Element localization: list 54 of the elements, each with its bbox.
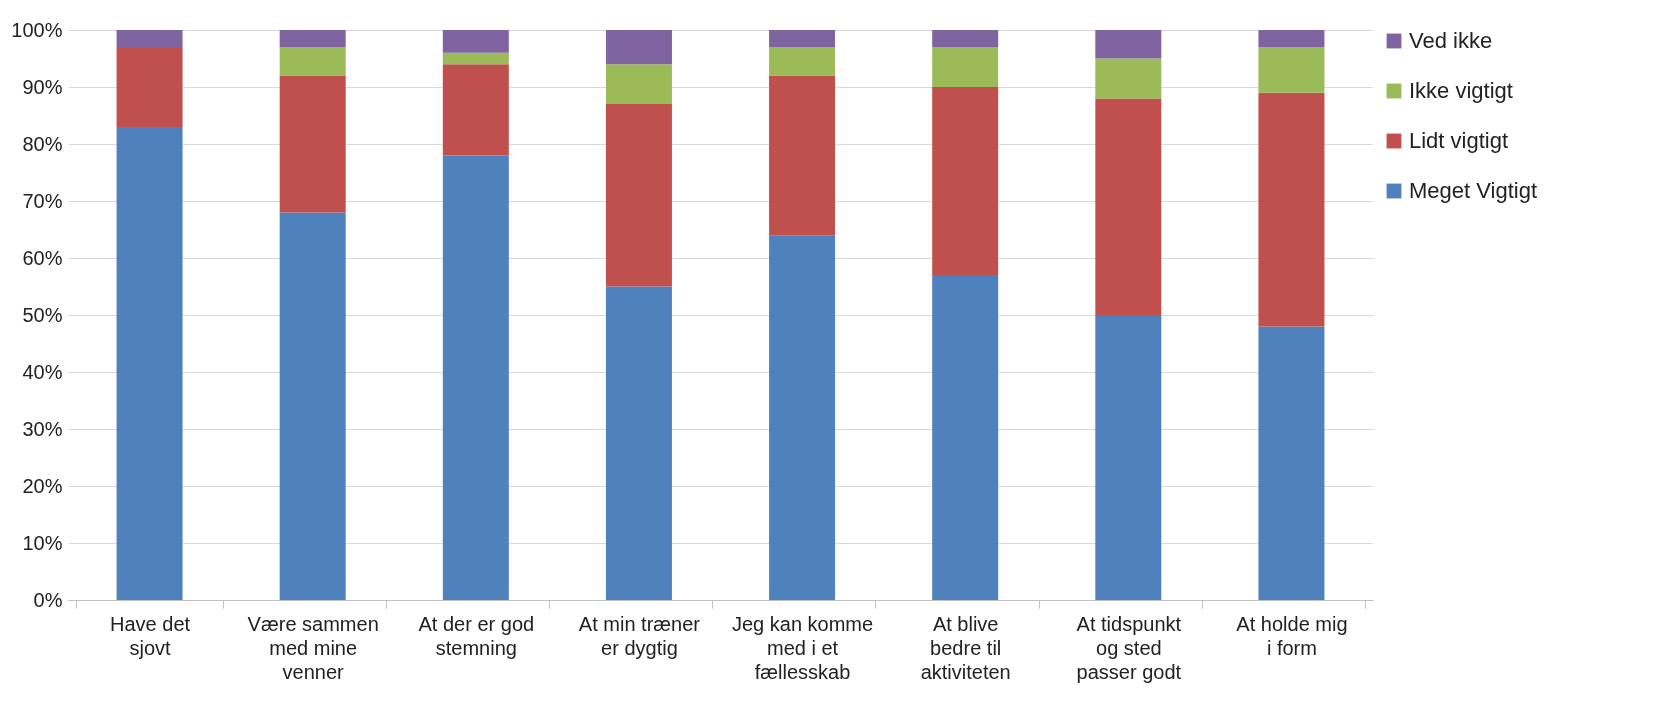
bar bbox=[279, 75, 346, 213]
legend-label: Lidt vigtigt bbox=[1409, 128, 1509, 153]
bar bbox=[605, 104, 672, 287]
bar bbox=[279, 47, 346, 76]
bar bbox=[605, 64, 672, 105]
bar bbox=[1258, 92, 1325, 327]
y-tick-label: 80% bbox=[22, 132, 63, 155]
bar bbox=[116, 30, 183, 48]
bar bbox=[769, 75, 836, 236]
bar bbox=[442, 155, 509, 600]
bar bbox=[932, 87, 999, 276]
bar bbox=[442, 52, 509, 65]
y-tick-label: 40% bbox=[22, 360, 63, 383]
y-tick-label: 20% bbox=[22, 474, 63, 497]
x-tick-label: At blive bedre til aktiviteten bbox=[920, 612, 1011, 683]
bar bbox=[769, 30, 836, 48]
bar bbox=[932, 30, 999, 48]
bar bbox=[932, 47, 999, 87]
bar bbox=[1258, 47, 1325, 93]
y-tick-label: 50% bbox=[22, 303, 63, 326]
y-tick-label: 90% bbox=[22, 75, 63, 98]
legend-label: Ikke vigtigt bbox=[1409, 78, 1513, 103]
y-tick-label: 70% bbox=[22, 189, 63, 212]
bar bbox=[1095, 58, 1162, 99]
x-tick-label: Jeg kan komme med i et fællesskab bbox=[731, 612, 874, 683]
x-tick-label: At der er god stemning bbox=[418, 612, 535, 659]
bar bbox=[116, 126, 183, 600]
bar bbox=[279, 30, 346, 48]
bar bbox=[1258, 30, 1325, 48]
bar bbox=[769, 235, 836, 600]
bar bbox=[442, 30, 509, 53]
x-tick-label: At holde mig i form bbox=[1236, 612, 1348, 659]
bar bbox=[1258, 326, 1325, 600]
y-tick-label: 10% bbox=[22, 531, 63, 554]
x-tick-label: Have det sjovt bbox=[110, 612, 191, 659]
bar bbox=[116, 47, 183, 127]
bar bbox=[932, 275, 999, 600]
bar bbox=[279, 212, 346, 600]
bar bbox=[1095, 30, 1162, 59]
legend-label: Ved ikke bbox=[1409, 28, 1493, 53]
legend-label: Meget Vigtigt bbox=[1409, 178, 1538, 203]
bar bbox=[605, 30, 672, 65]
y-tick-label: 100% bbox=[11, 18, 63, 41]
bar bbox=[605, 286, 672, 600]
bar bbox=[442, 64, 509, 156]
bar bbox=[1095, 315, 1162, 600]
x-tick-label: At min træner er dygtig bbox=[578, 612, 701, 659]
y-tick-label: 30% bbox=[22, 417, 63, 440]
bar bbox=[1095, 98, 1162, 315]
x-tick-label: At tidspunkt og sted passer godt bbox=[1076, 612, 1182, 683]
y-tick-label: 0% bbox=[33, 588, 63, 611]
bar bbox=[769, 47, 836, 76]
y-tick-label: 60% bbox=[22, 246, 63, 269]
x-tick-label: Være sammen med mine venner bbox=[247, 612, 379, 683]
